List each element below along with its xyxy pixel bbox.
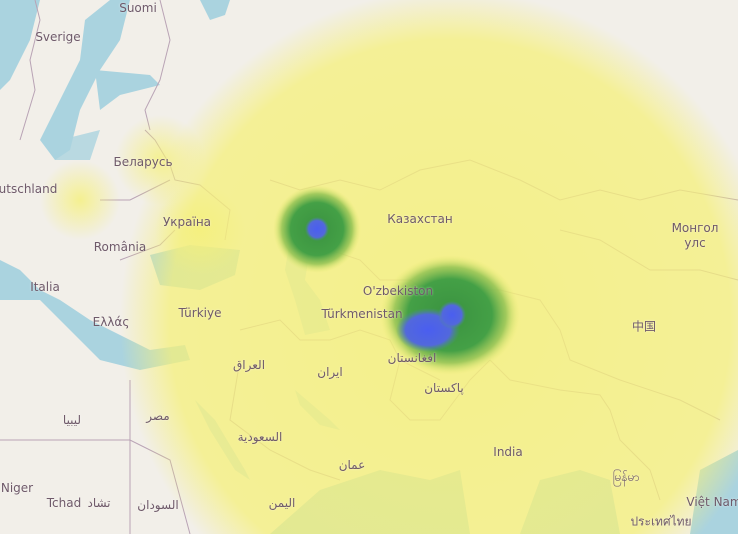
heat-zone-germany [40,160,120,240]
label-uzbekiston: O'zbekiston [362,284,434,298]
heat-zone-central-asia-core2 [438,301,466,329]
label-ukraina: Україна [162,215,212,229]
label-oman: عمان [338,458,366,472]
label-tchad: Tchad [46,496,82,510]
label-turkiye: Türkiye [178,306,222,320]
label-deutschland: utschland [0,182,58,196]
label-mongol: Монгол [671,221,719,235]
label-saudi: السعودية [237,430,283,444]
label-libya: ليبيا [62,413,82,427]
label-mongol-2: улс [684,236,706,250]
label-yemen: اليمن [268,496,296,510]
label-vietnam: Việt Nam [686,495,738,509]
label-niger: Niger [0,481,34,495]
label-italia: Italia [30,280,60,294]
label-pakistan: پاکستان [424,381,464,395]
label-myanmar: မြန်မာ [612,470,640,484]
label-india: India [493,445,523,459]
label-thailand: ประเทศไทย [630,514,692,529]
label-tchad-ar: تشاد [87,496,111,510]
label-iran: ايران [317,365,343,379]
label-sverige: Sverige [35,30,81,44]
label-belarus: Беларусь [113,155,173,169]
label-ellas: Ελλάς [92,315,130,329]
heat-zone-ukraine [155,185,245,275]
label-iraq: العراق [232,358,266,372]
heat-zone-belarus [115,115,205,205]
label-sudan: السودان [137,498,179,512]
label-romania: România [93,240,147,254]
label-suomi: Suomi [119,1,157,15]
label-afghanistan: افغانستان [387,351,437,365]
label-misr: مصر [146,409,170,423]
label-kazakhstan: Казахстан [387,212,453,226]
label-turkmenistan: Türkmenistan [321,307,403,321]
label-china: 中国 [631,319,657,334]
heat-zone-west-kazakhstan-core [305,217,329,241]
